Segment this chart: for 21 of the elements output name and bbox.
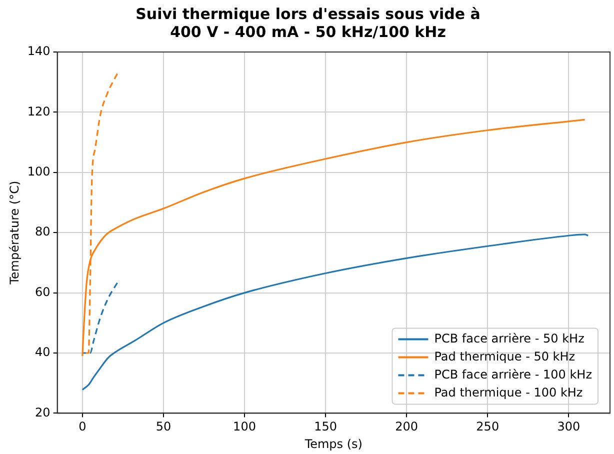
x-tick-label: 250 — [476, 420, 500, 434]
y-tick-label: 120 — [27, 104, 50, 118]
x-tick-label: 100 — [233, 420, 256, 434]
y-axis-title: Température (°C) — [7, 180, 22, 286]
y-tick-label: 100 — [27, 164, 50, 179]
legend-label: PCB face arrière - 100 kHz — [434, 367, 592, 382]
x-tick-label: 50 — [156, 420, 172, 434]
y-tick-label: 20 — [35, 405, 50, 420]
y-tick-label: 40 — [35, 345, 50, 360]
x-tick-label: 150 — [314, 420, 337, 434]
x-tick-label: 0 — [78, 420, 86, 434]
legend-label: Pad thermique - 100 kHz — [434, 385, 583, 400]
y-tick-label: 60 — [35, 284, 50, 299]
x-axis-title: Temps (s) — [304, 436, 362, 451]
chart-title: Suivi thermique lors d'essais sous vide à 400 V - 400 mA - 50 kHz/100 kHz — [136, 4, 480, 41]
y-tick-label: 80 — [35, 224, 50, 239]
legend-label: PCB face arrière - 50 kHz — [434, 331, 584, 346]
x-tick-label: 200 — [395, 420, 418, 434]
y-tick-label: 140 — [27, 44, 50, 58]
legend-label: Pad thermique - 50 kHz — [434, 349, 576, 364]
x-tick-label: 300 — [557, 420, 580, 434]
